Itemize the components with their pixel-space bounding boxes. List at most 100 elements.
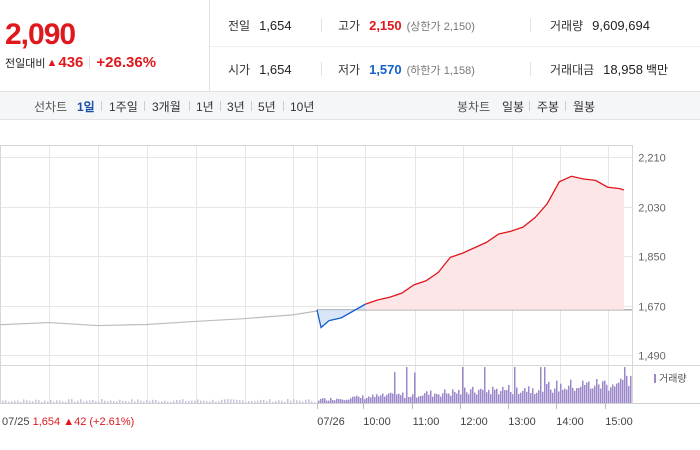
volume-bar: [272, 401, 274, 403]
prev-day-date: 07/25: [2, 416, 33, 428]
volume-bar: [113, 401, 115, 403]
volume-bar: [506, 390, 508, 403]
stat-low: 저가 1,570 (하한가 1,158): [338, 61, 475, 78]
change-divider: [89, 56, 91, 69]
volume-bar: [576, 388, 578, 403]
stat-label: 거래대금: [550, 63, 595, 77]
volume-bar: [209, 401, 211, 403]
volume-bar: [83, 401, 85, 403]
volume-bar: [328, 400, 330, 403]
volume-legend-label: 거래량: [659, 373, 687, 385]
volume-bar: [406, 367, 408, 403]
volume-bar: [464, 387, 466, 403]
period-5y-button[interactable]: 5년: [258, 100, 276, 114]
volume-bar: [336, 398, 338, 403]
volume-bar: [594, 385, 596, 403]
volume-bar: [508, 384, 510, 403]
volume-bar: [29, 400, 31, 403]
volume-bar: [242, 400, 244, 403]
stat-label: 거래량: [550, 19, 584, 33]
volume-bar: [608, 390, 610, 403]
y-tick-label: 1,670: [638, 302, 666, 314]
prev-day-rate: (+2.61%): [89, 416, 134, 428]
volume-bar: [185, 401, 187, 403]
volume-bar: [71, 399, 73, 403]
volume-bar: [59, 400, 61, 403]
volume-bar: [592, 388, 594, 403]
volume-bar: [568, 385, 570, 403]
volume-bar: [500, 391, 502, 403]
volume-bar: [408, 397, 410, 403]
toolbar-divider: [220, 101, 221, 111]
period-3m-button[interactable]: 3개월: [152, 100, 181, 114]
volume-bar: [382, 393, 384, 403]
volume-bar: [23, 399, 25, 403]
volume-bar: [586, 382, 588, 403]
volume-bar: [8, 401, 10, 403]
volume-bar: [116, 401, 118, 403]
volume-bar: [420, 396, 422, 403]
volume-bar: [474, 392, 476, 403]
period-10y-button[interactable]: 10년: [290, 100, 315, 114]
volume-bar: [466, 392, 468, 403]
volume-bar: [364, 399, 366, 403]
period-3y-button[interactable]: 3년: [227, 100, 245, 114]
volume-bar: [206, 401, 208, 403]
down-area-fill: [317, 304, 366, 328]
volume-bar: [215, 401, 217, 403]
volume-bar: [227, 399, 229, 403]
candle-monthly-button[interactable]: 월봉: [573, 100, 596, 114]
toolbar-divider: [251, 101, 252, 111]
volume-bar: [584, 384, 586, 403]
toolbar-divider: [529, 101, 530, 111]
volume-bar: [161, 401, 163, 403]
volume-bar: [218, 401, 220, 403]
line-chart-label: 선차트: [34, 100, 68, 114]
volume-bar: [236, 399, 238, 403]
volume-bar: [606, 384, 608, 403]
volume-bar: [432, 396, 434, 403]
y-tick-label: 1,850: [638, 252, 666, 264]
volume-bar: [5, 400, 7, 403]
volume-bar: [490, 394, 492, 403]
volume-bar: [146, 400, 148, 403]
volume-bar: [92, 399, 94, 403]
x-tick-label: 13:00: [508, 416, 536, 428]
volume-bar: [119, 399, 121, 403]
period-1y-button[interactable]: 1년: [196, 100, 214, 114]
volume-bar: [546, 384, 548, 403]
x-tick-label: 12:00: [460, 416, 488, 428]
volume-bar: [564, 388, 566, 403]
volume-bar: [263, 399, 265, 403]
candle-daily-button[interactable]: 일봉: [502, 100, 525, 114]
stat-label: 고가: [338, 19, 361, 33]
prev-day-close: 1,654: [33, 416, 64, 428]
price-box: 2,090 전일대비 ▲ 436 +26.36%: [0, 0, 210, 92]
period-1d-button[interactable]: 1일: [77, 100, 95, 114]
volume-bar: [384, 396, 386, 403]
volume-bar: [125, 400, 127, 403]
volume-bar: [104, 400, 106, 403]
candle-weekly-button[interactable]: 주봉: [537, 100, 560, 114]
volume-bar: [131, 399, 133, 403]
volume-bar: [299, 400, 301, 403]
volume-bar: [624, 367, 626, 403]
volume-bar: [233, 399, 235, 403]
volume-bar: [488, 389, 490, 403]
stat-unit: 백만: [645, 63, 669, 77]
volume-bar: [326, 400, 328, 403]
volume-bar: [293, 399, 295, 403]
volume-bar: [414, 372, 416, 403]
volume-bar: [278, 400, 280, 403]
volume-bar: [492, 386, 494, 403]
volume-bar: [358, 396, 360, 403]
volume-bar: [544, 367, 546, 403]
volume-bar: [372, 394, 374, 403]
volume-bar: [626, 375, 628, 403]
stat-label: 시가: [228, 63, 251, 77]
volume-bar: [552, 392, 554, 403]
price-chart[interactable]: 2,210 2,030 1,850 1,670 1,490 거래량 07/26 10:00 11…: [0, 121, 700, 450]
period-1w-button[interactable]: 1주일: [109, 100, 138, 114]
volume-bar: [98, 401, 100, 403]
volume-bar: [248, 401, 250, 403]
